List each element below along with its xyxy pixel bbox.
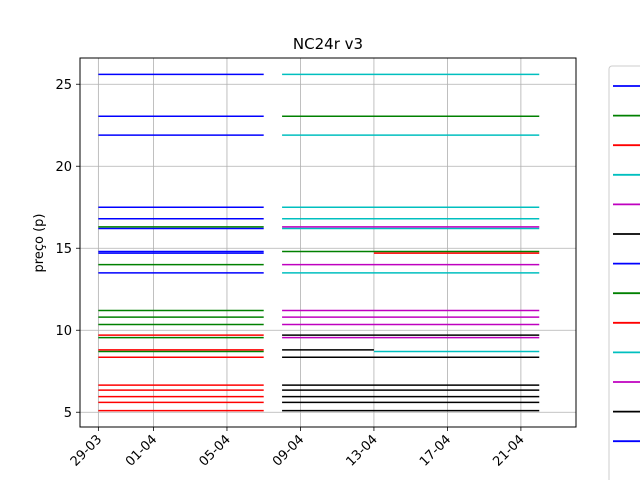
x-tick-label: 21-04 [490,432,527,469]
series-3 [98,252,540,412]
y-tick-label: 10 [55,324,72,339]
y-tick-label: 15 [55,242,72,257]
grid [80,58,576,427]
series-4 [282,73,540,353]
plot-lines [98,73,540,412]
x-tick-label: 13-04 [343,432,380,469]
legend [608,65,640,480]
legend-box [608,65,640,480]
y-axis-label: preço (p) [32,214,47,273]
x-tick-label: 29-03 [68,432,105,469]
x-tick-label: 09-04 [270,432,307,469]
y-tick-label: 25 [55,78,72,93]
series-5 [282,226,540,339]
x-tick-label: 05-04 [196,432,233,469]
series-1 [98,73,264,274]
series-2 [98,115,540,353]
series-6 [282,334,540,412]
x-tick-label: 01-04 [123,432,160,469]
plot-frame [79,57,577,428]
x-tick-label: 17-04 [417,432,454,469]
chart-title: NC24r v3 [293,35,363,53]
y-tick-label: 20 [55,160,72,175]
y-tick-label: 5 [64,406,72,421]
